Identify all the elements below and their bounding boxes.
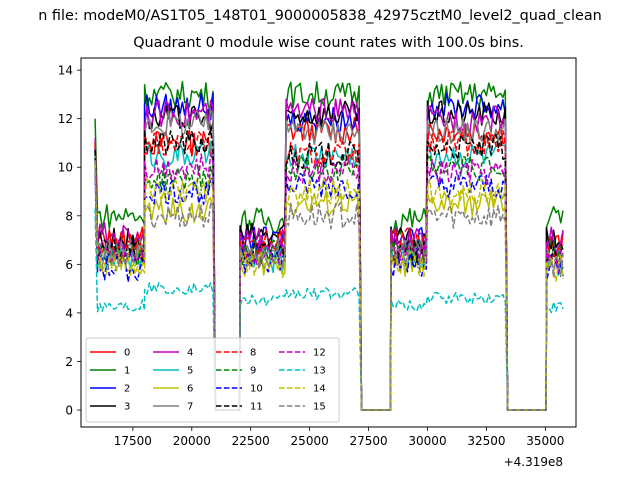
y-tick-label: 0: [65, 404, 73, 418]
series-lines: [94, 80, 564, 411]
figure-suptitle: n file: modeM0/AS1T05_148T01_9000005838_…: [0, 8, 640, 30]
legend-label-6: 6: [187, 384, 193, 395]
y-tick-label: 14: [58, 64, 73, 78]
figure-suptitle-text: n file: modeM0/AS1T05_148T01_9000005838_…: [38, 8, 602, 24]
x-offset-label: +4.319e8: [504, 455, 563, 469]
x-tick-label: 27500: [349, 434, 387, 448]
y-tick-label: 8: [65, 209, 73, 223]
chart-title: Quadrant 0 module wise count rates with …: [133, 35, 524, 51]
x-tick-label: 20000: [173, 434, 211, 448]
series-line-12: [94, 153, 564, 411]
legend-label-9: 9: [250, 366, 256, 377]
legend-label-12: 12: [313, 348, 326, 359]
x-tick-label: 35000: [526, 434, 564, 448]
legend-label-15: 15: [313, 402, 326, 413]
series-line-11: [94, 128, 564, 411]
x-tick-label: 25000: [291, 434, 329, 448]
y-tick-label: 6: [65, 258, 73, 272]
series-line-4: [94, 97, 564, 411]
legend-label-2: 2: [124, 384, 130, 395]
series-line-5: [94, 141, 564, 411]
series-line-8: [94, 129, 564, 411]
series-line-6: [94, 167, 564, 411]
legend-label-10: 10: [250, 384, 263, 395]
series-line-13: [94, 208, 564, 411]
y-tick-label: 2: [65, 355, 73, 369]
y-tick-label: 10: [58, 161, 73, 175]
x-tick-label: 30000: [408, 434, 446, 448]
series-line-9: [94, 153, 564, 411]
plot-frame: [80, 57, 577, 428]
y-axis: 0 2 4 6 8 10 12 14: [58, 64, 81, 418]
legend-label-7: 7: [187, 402, 193, 413]
legend-box: [85, 337, 340, 423]
legend-label-5: 5: [187, 366, 193, 377]
series-line-14: [94, 162, 564, 411]
legend-label-4: 4: [187, 348, 193, 359]
legend-label-1: 1: [124, 366, 130, 377]
x-tick-label: 32500: [467, 434, 505, 448]
legend-label-0: 0: [124, 348, 130, 359]
x-tick-label: 22500: [232, 434, 270, 448]
series-line-1: [94, 80, 564, 411]
x-tick-label: 17500: [114, 434, 152, 448]
y-tick-label: 12: [58, 112, 73, 126]
legend-label-14: 14: [313, 384, 326, 395]
legend-label-8: 8: [250, 348, 256, 359]
series-line-10: [94, 172, 564, 411]
series-line-2: [94, 92, 564, 411]
legend-label-13: 13: [313, 366, 326, 377]
legend-label-11: 11: [250, 402, 263, 413]
legend-label-3: 3: [124, 402, 130, 413]
y-tick-label: 4: [65, 306, 73, 320]
series-line-15: [94, 159, 564, 411]
x-axis: 17500 20000 22500 25000 27500 30000 32500 35000: [114, 427, 564, 448]
